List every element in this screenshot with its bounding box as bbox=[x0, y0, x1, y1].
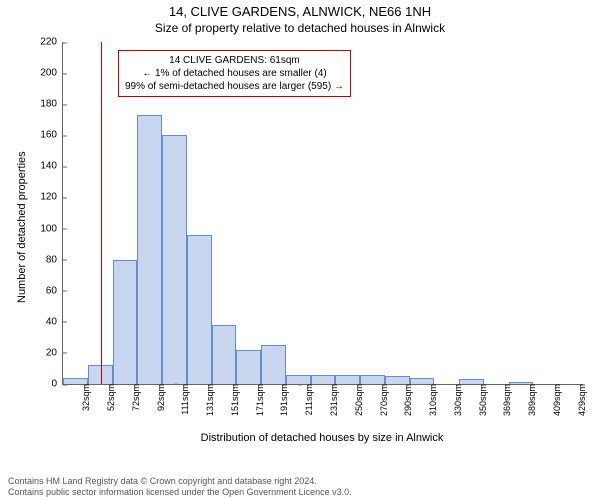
x-tick: 211sqm bbox=[298, 384, 314, 415]
x-tick: 131sqm bbox=[199, 384, 215, 416]
x-tick: 52sqm bbox=[100, 384, 116, 411]
y-axis-label: Number of detached properties bbox=[16, 151, 28, 303]
footer-line: Contains public sector information licen… bbox=[8, 487, 352, 498]
x-tick: 270sqm bbox=[373, 384, 389, 416]
histogram-bar bbox=[311, 375, 336, 384]
histogram-bar bbox=[162, 135, 187, 384]
y-tick: 120 bbox=[40, 192, 63, 203]
x-tick: 369sqm bbox=[496, 384, 512, 416]
histogram-bar bbox=[212, 325, 237, 384]
y-tick: 80 bbox=[46, 254, 63, 265]
y-tick: 200 bbox=[40, 68, 63, 79]
page-title: 14, CLIVE GARDENS, ALNWICK, NE66 1NH bbox=[0, 0, 600, 21]
histogram-bar bbox=[113, 260, 138, 384]
histogram-bar bbox=[385, 376, 410, 384]
x-axis-label: Distribution of detached houses by size … bbox=[62, 432, 582, 444]
histogram-bar bbox=[286, 375, 311, 384]
histogram-bar bbox=[137, 115, 162, 384]
x-tick: 111sqm bbox=[174, 384, 190, 415]
x-tick: 429sqm bbox=[571, 384, 587, 416]
footer-line: Contains HM Land Registry data © Crown c… bbox=[8, 476, 352, 487]
footer-text: Contains HM Land Registry data © Crown c… bbox=[8, 476, 352, 498]
histogram-bar bbox=[335, 375, 360, 384]
annotation-line: 99% of semi-detached houses are larger (… bbox=[125, 80, 344, 93]
x-tick: 250sqm bbox=[348, 384, 364, 416]
y-tick: 20 bbox=[46, 347, 63, 358]
x-tick: 310sqm bbox=[422, 384, 438, 416]
page-subtitle: Size of property relative to detached ho… bbox=[0, 21, 600, 35]
y-tick: 220 bbox=[40, 37, 63, 48]
y-tick: 0 bbox=[51, 379, 63, 390]
histogram-bar bbox=[261, 345, 286, 384]
x-tick: 32sqm bbox=[75, 384, 91, 411]
histogram-bar bbox=[360, 375, 385, 384]
histogram-bar bbox=[187, 235, 212, 384]
x-tick: 171sqm bbox=[249, 384, 265, 416]
y-tick: 140 bbox=[40, 161, 63, 172]
x-tick: 330sqm bbox=[447, 384, 463, 416]
x-tick: 409sqm bbox=[546, 384, 562, 416]
x-tick: 92sqm bbox=[150, 384, 166, 411]
x-tick: 151sqm bbox=[224, 384, 240, 416]
x-tick: 290sqm bbox=[397, 384, 413, 416]
x-tick: 231sqm bbox=[323, 384, 339, 416]
y-tick: 100 bbox=[40, 223, 63, 234]
y-tick: 160 bbox=[40, 130, 63, 141]
annotation-box: 14 CLIVE GARDENS: 61sqm ← 1% of detached… bbox=[118, 50, 351, 97]
reference-line bbox=[101, 42, 102, 384]
histogram-bar bbox=[236, 350, 261, 384]
annotation-line: 14 CLIVE GARDENS: 61sqm bbox=[125, 54, 344, 67]
x-tick: 350sqm bbox=[472, 384, 488, 416]
y-tick: 180 bbox=[40, 99, 63, 110]
x-tick: 389sqm bbox=[521, 384, 537, 416]
y-tick: 40 bbox=[46, 316, 63, 327]
annotation-line: ← 1% of detached houses are smaller (4) bbox=[125, 67, 344, 80]
y-tick: 60 bbox=[46, 285, 63, 296]
x-tick: 191sqm bbox=[273, 384, 289, 416]
x-tick: 72sqm bbox=[125, 384, 141, 411]
